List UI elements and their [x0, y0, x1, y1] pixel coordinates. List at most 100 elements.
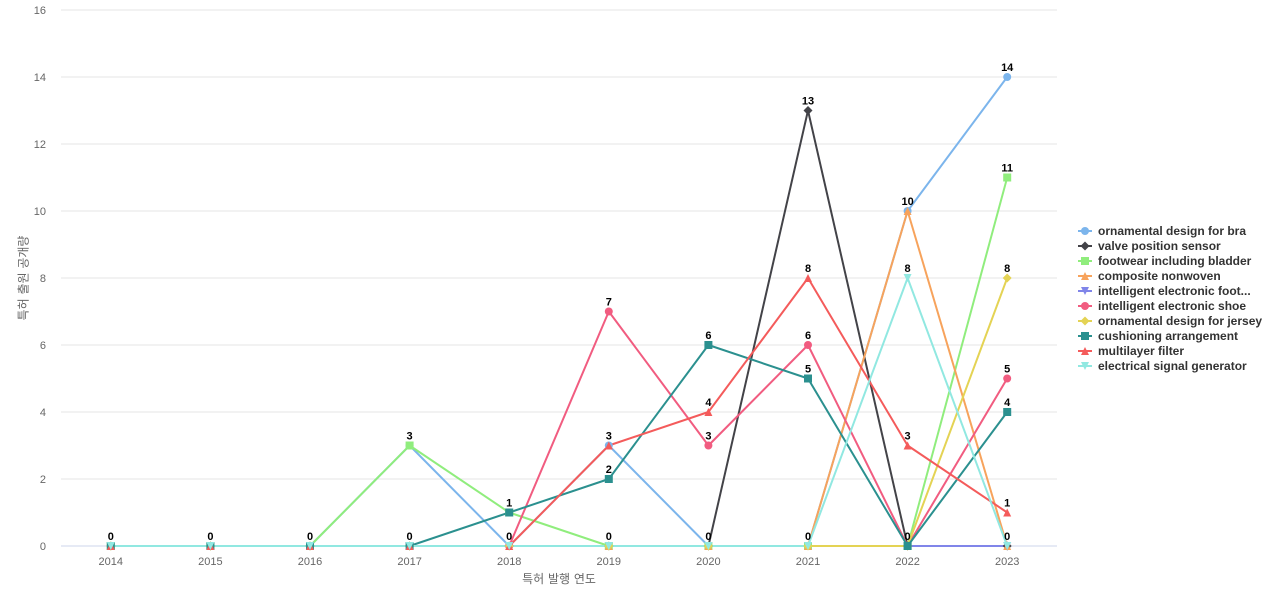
legend-item[interactable]: cushioning arrangement	[1078, 329, 1238, 343]
series-point	[804, 374, 812, 383]
series-point	[903, 441, 912, 450]
legend-marker	[1080, 316, 1090, 326]
data-label: 11	[1001, 163, 1013, 175]
legend-item[interactable]: intelligent electronic foot...	[1078, 284, 1251, 298]
series-point	[1003, 408, 1012, 416]
series-line-2	[110, 177, 1009, 547]
data-label: 0	[307, 531, 313, 543]
series-point	[505, 508, 514, 517]
y-tick-label: 6	[40, 340, 46, 352]
legend-item[interactable]: electrical signal generator	[1078, 359, 1247, 373]
data-label: 13	[802, 96, 814, 108]
series-point	[903, 542, 912, 550]
grid-lines	[61, 9, 1057, 547]
y-tick-label: 2	[40, 474, 46, 486]
data-label: 4	[705, 397, 712, 409]
series-lines	[110, 76, 1009, 547]
data-label: 0	[905, 531, 911, 543]
series-point	[405, 542, 414, 550]
legend-label: electrical signal generator	[1098, 359, 1247, 373]
series-point	[704, 441, 713, 450]
data-label: 3	[905, 431, 911, 443]
data-label: 0	[207, 531, 213, 543]
data-label: 6	[805, 330, 811, 342]
data-label: 2	[606, 464, 612, 476]
legend-marker	[1081, 257, 1089, 265]
data-label: 10	[901, 196, 913, 208]
y-axis-tick-labels: 0 2 4 6 8 10 12 14 16	[34, 5, 46, 553]
series-line-5	[110, 310, 1009, 547]
series-line-9	[110, 277, 1009, 547]
legend-label: ornamental design for jersey	[1098, 314, 1262, 328]
legend-item[interactable]: valve position sensor	[1078, 239, 1221, 253]
x-axis-tick-labels: 2014 2015 2016 2017 2018 2019 2020 2021 2022 2023	[99, 556, 1020, 568]
series-point	[1002, 273, 1012, 283]
legend-marker	[1081, 287, 1089, 295]
series-point	[106, 542, 115, 550]
series-point	[1003, 508, 1012, 517]
legend-item[interactable]: composite nonwoven	[1078, 269, 1221, 283]
legend-item[interactable]: ornamental design for jersey	[1078, 314, 1262, 328]
series-point	[604, 475, 613, 483]
x-tick-label: 2017	[397, 556, 421, 568]
x-tick-label: 2020	[696, 556, 720, 568]
data-label: 5	[805, 364, 811, 376]
legend-item[interactable]: ornamental design for bra	[1078, 224, 1246, 238]
x-tick-label: 2015	[198, 556, 222, 568]
series-point	[903, 274, 912, 282]
x-tick-label: 2016	[298, 556, 322, 568]
legend-marker	[1081, 332, 1089, 340]
series-point	[604, 441, 613, 450]
y-tick-label: 14	[34, 72, 46, 84]
x-axis-title: 특허 발행 연도	[522, 571, 596, 586]
data-label: 3	[407, 431, 413, 443]
y-tick-label: 10	[34, 206, 46, 218]
series-point	[903, 207, 912, 215]
series-point	[1003, 73, 1012, 81]
data-label: 1	[1004, 498, 1010, 510]
data-label: 6	[705, 330, 711, 342]
y-tick-label: 0	[40, 541, 46, 553]
legend-label: intelligent electronic foot...	[1098, 284, 1251, 298]
legend-item[interactable]: multilayer filter	[1078, 344, 1184, 358]
legend-marker	[1080, 241, 1090, 251]
x-tick-label: 2018	[497, 556, 521, 568]
y-axis-title: 특허 출원 공개량	[17, 236, 31, 321]
data-label: 3	[606, 431, 612, 443]
legend-label: ornamental design for bra	[1098, 224, 1246, 238]
data-label: 0	[506, 531, 512, 543]
legend-label: intelligent electronic shoe	[1098, 299, 1246, 313]
legend-marker	[1081, 227, 1089, 235]
legend-label: composite nonwoven	[1098, 269, 1221, 283]
series-point	[604, 542, 613, 550]
legend-marker	[1081, 347, 1089, 355]
legend-marker	[1081, 362, 1089, 370]
series-point	[803, 106, 813, 115]
data-label: 8	[905, 263, 911, 275]
data-label: 8	[805, 263, 811, 275]
y-tick-label: 4	[40, 407, 46, 419]
series-point	[1003, 542, 1012, 550]
legend-item[interactable]: intelligent electronic shoe	[1078, 299, 1246, 313]
data-label: 7	[606, 297, 612, 309]
data-label: 5	[1004, 364, 1010, 376]
legend-label: multilayer filter	[1098, 344, 1184, 358]
series-point	[306, 542, 314, 550]
x-tick-label: 2014	[99, 556, 123, 568]
x-tick-label: 2019	[597, 556, 621, 568]
legend-item[interactable]: footwear including bladder	[1078, 254, 1252, 268]
x-tick-label: 2021	[796, 556, 820, 568]
series-point	[704, 341, 713, 349]
series-point	[604, 307, 613, 316]
legend-label: footwear including bladder	[1098, 254, 1252, 268]
data-label: 0	[108, 531, 114, 543]
series-line-7	[110, 344, 1009, 547]
legend-label: valve position sensor	[1098, 239, 1221, 253]
y-tick-label: 16	[34, 5, 46, 17]
data-label: 0	[1004, 531, 1010, 543]
series-point	[804, 341, 812, 349]
series-markers	[106, 73, 1012, 551]
x-tick-label: 2023	[995, 556, 1019, 568]
